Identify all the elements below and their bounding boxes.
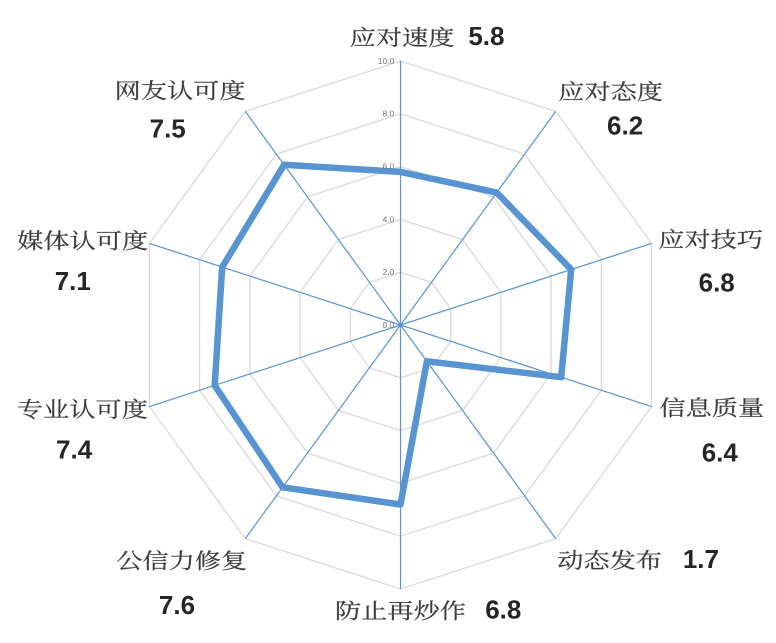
svg-text:4.0: 4.0	[382, 214, 394, 224]
svg-text:1.7: 1.7	[683, 544, 719, 574]
svg-text:0.0: 0.0	[382, 320, 394, 330]
svg-text:6.8: 6.8	[485, 595, 521, 625]
svg-text:2.0: 2.0	[382, 267, 394, 277]
svg-text:7.6: 7.6	[159, 590, 195, 620]
svg-text:7.5: 7.5	[150, 113, 186, 143]
svg-text:10.0: 10.0	[378, 56, 395, 66]
svg-text:6.8: 6.8	[699, 268, 735, 298]
svg-text:6.2: 6.2	[607, 110, 643, 140]
svg-text:6.4: 6.4	[702, 438, 739, 468]
svg-text:6.0: 6.0	[382, 162, 394, 172]
svg-text:7.4: 7.4	[56, 435, 93, 465]
svg-text:5.8: 5.8	[468, 21, 504, 51]
svg-text:8.0: 8.0	[382, 109, 394, 119]
svg-text:7.1: 7.1	[55, 266, 91, 296]
